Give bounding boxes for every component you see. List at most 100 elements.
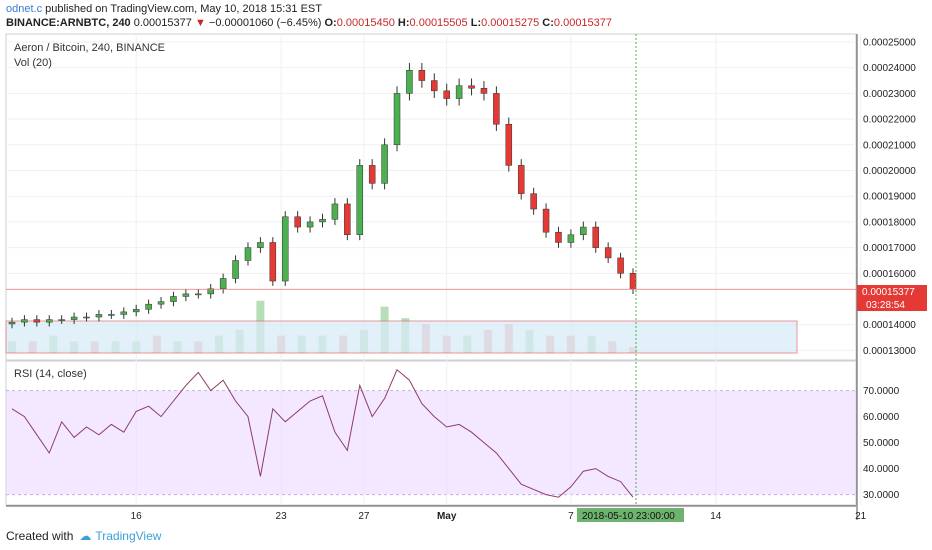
rsi-tick-label: 50.0000 [863,438,900,449]
candle-body [418,70,426,81]
last-price: 0.00015377 [133,17,192,29]
author-link[interactable]: odnet.c [6,3,43,15]
candle-body [629,273,637,290]
candle-body [468,85,475,89]
candle-body [132,309,140,313]
countdown-tag-box [857,298,927,311]
candle-body [443,90,450,99]
candle-body [517,165,525,194]
candle-body [120,311,128,315]
candle-body [182,293,190,297]
candle-body [294,216,301,228]
price-tick-label: 0.00021000 [863,140,916,151]
time-tick-label: 21 [855,511,867,522]
rsi-line [11,368,634,498]
candle-body [195,293,202,296]
candle-body [567,234,575,243]
candle-body [8,321,16,325]
candle-body [480,88,488,94]
candle-body [406,70,413,94]
published-text: published on TradingView.com, May 10, 20… [45,3,322,15]
candle-body [555,231,562,243]
countdown-tag: 03:28:54 [866,300,905,311]
candle-body [580,226,587,236]
candle-body [604,247,612,259]
price-tick-label: 0.00013000 [863,346,916,357]
candle-body [505,123,513,166]
candle-body [356,165,364,236]
open-value: 0.00015450 [336,17,395,29]
candle-body [244,247,252,261]
candle-body [219,278,227,289]
open-label: O: [324,17,337,29]
price-tag-box [857,285,927,298]
price-tag: 0.00015377 [862,287,915,298]
price-tick-label: 0.00019000 [863,192,916,203]
candle-body [145,303,152,310]
candle-body [542,208,550,233]
cursor-date-box [577,508,684,522]
rsi-label: RSI (14, close) [14,368,87,380]
symbol-label: BINANCE:ARNBTC, 240 [6,17,131,29]
candle-body [493,93,500,125]
publish-line: odnet.c published on TradingView.com, Ma… [6,3,322,15]
candle-body [33,319,41,323]
time-tick-label: 23 [276,511,288,522]
candle-body [207,288,214,295]
candle-body [530,193,537,210]
time-tick-label: May [437,511,457,522]
time-tick-label: 7 [568,511,574,522]
candle-body [381,144,388,184]
low-value: 0.00015275 [481,17,540,29]
rsi-tick-label: 40.0000 [863,464,900,475]
price-tick-label: 0.00025000 [863,37,916,48]
candle-body [58,319,65,321]
candle-body [46,319,53,323]
time-tick-label: 14 [710,511,722,522]
time-tick-label: 27 [358,511,370,522]
tradingview-brand: TradingView [95,529,162,543]
candle-body [393,93,401,146]
close-label: C: [542,17,554,29]
main-pane-title: Aeron / Bitcoin, 240, BINANCE [14,42,165,54]
high-label: H: [397,17,410,29]
candle-body [331,203,339,220]
candle-body [344,203,351,236]
candle-body [70,316,78,320]
rsi-tick-label: 30.0000 [863,490,900,501]
price-tick-label: 0.00022000 [863,115,916,126]
candle-body [455,85,463,99]
candle-body [108,314,115,316]
price-tick-label: 0.00014000 [863,320,916,331]
rsi-tick-label: 70.0000 [863,386,900,397]
candle-body [95,314,103,318]
price-tick-label: 0.00023000 [863,89,916,100]
price-tick-label: 0.00020000 [863,166,916,177]
candle-body [617,257,624,274]
price-tick-label: 0.00018000 [863,217,916,228]
cloud-icon: ☁ [79,529,92,543]
candle-body [83,316,90,319]
tradingview-logo[interactable]: ☁ TradingView [79,529,161,543]
volume-box [5,320,798,354]
ohlc-line: BINANCE:ARNBTC, 240 0.00015377 ▼ −0.0000… [6,17,612,29]
low-label: L: [470,17,482,29]
candle-body [257,242,264,248]
footer: Created with ☁ TradingView [6,529,161,543]
candle-body [170,296,177,302]
candle-body [431,80,438,92]
cursor-date-tag: 2018-05-10 23:00:00 [582,511,675,522]
candle-body [232,260,239,279]
close-value: 0.00015377 [553,17,613,29]
candle-body [368,165,376,184]
price-tick-label: 0.00017000 [863,243,916,254]
volume-label: Vol (20) [14,57,52,69]
candle-body [269,242,277,282]
candle-body [157,301,165,305]
price-tick-label: 0.00016000 [863,269,916,280]
candle-body [306,221,314,228]
down-triangle-icon: ▼ [194,17,206,29]
created-with-label: Created with [6,529,74,543]
time-tick-label: 16 [131,511,143,522]
